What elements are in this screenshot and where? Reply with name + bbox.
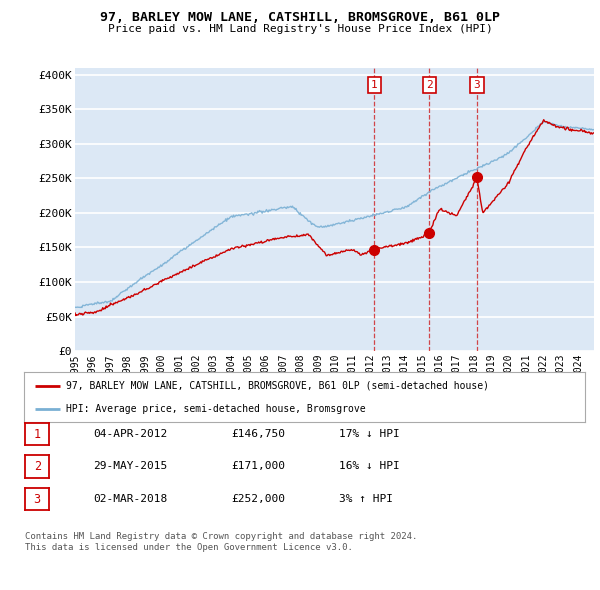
Text: 02-MAR-2018: 02-MAR-2018 <box>93 494 167 503</box>
Text: 04-APR-2012: 04-APR-2012 <box>93 429 167 438</box>
Text: 2: 2 <box>34 460 41 473</box>
Text: £252,000: £252,000 <box>231 494 285 503</box>
Text: 1: 1 <box>371 80 377 90</box>
Text: £146,750: £146,750 <box>231 429 285 438</box>
Text: 1: 1 <box>34 428 41 441</box>
Text: £171,000: £171,000 <box>231 461 285 471</box>
Text: 97, BARLEY MOW LANE, CATSHILL, BROMSGROVE, B61 0LP: 97, BARLEY MOW LANE, CATSHILL, BROMSGROV… <box>100 11 500 24</box>
Text: 2: 2 <box>426 80 433 90</box>
Text: 3: 3 <box>34 493 41 506</box>
Text: 17% ↓ HPI: 17% ↓ HPI <box>339 429 400 438</box>
Text: 3% ↑ HPI: 3% ↑ HPI <box>339 494 393 503</box>
Text: 97, BARLEY MOW LANE, CATSHILL, BROMSGROVE, B61 0LP (semi-detached house): 97, BARLEY MOW LANE, CATSHILL, BROMSGROV… <box>66 381 489 391</box>
Text: Price paid vs. HM Land Registry's House Price Index (HPI): Price paid vs. HM Land Registry's House … <box>107 24 493 34</box>
Text: HPI: Average price, semi-detached house, Bromsgrove: HPI: Average price, semi-detached house,… <box>66 404 366 414</box>
Text: Contains HM Land Registry data © Crown copyright and database right 2024.
This d: Contains HM Land Registry data © Crown c… <box>25 532 418 552</box>
Text: 16% ↓ HPI: 16% ↓ HPI <box>339 461 400 471</box>
Text: 3: 3 <box>473 80 480 90</box>
Text: 29-MAY-2015: 29-MAY-2015 <box>93 461 167 471</box>
